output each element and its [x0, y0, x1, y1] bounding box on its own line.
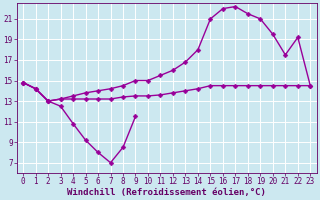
- X-axis label: Windchill (Refroidissement éolien,°C): Windchill (Refroidissement éolien,°C): [67, 188, 266, 197]
